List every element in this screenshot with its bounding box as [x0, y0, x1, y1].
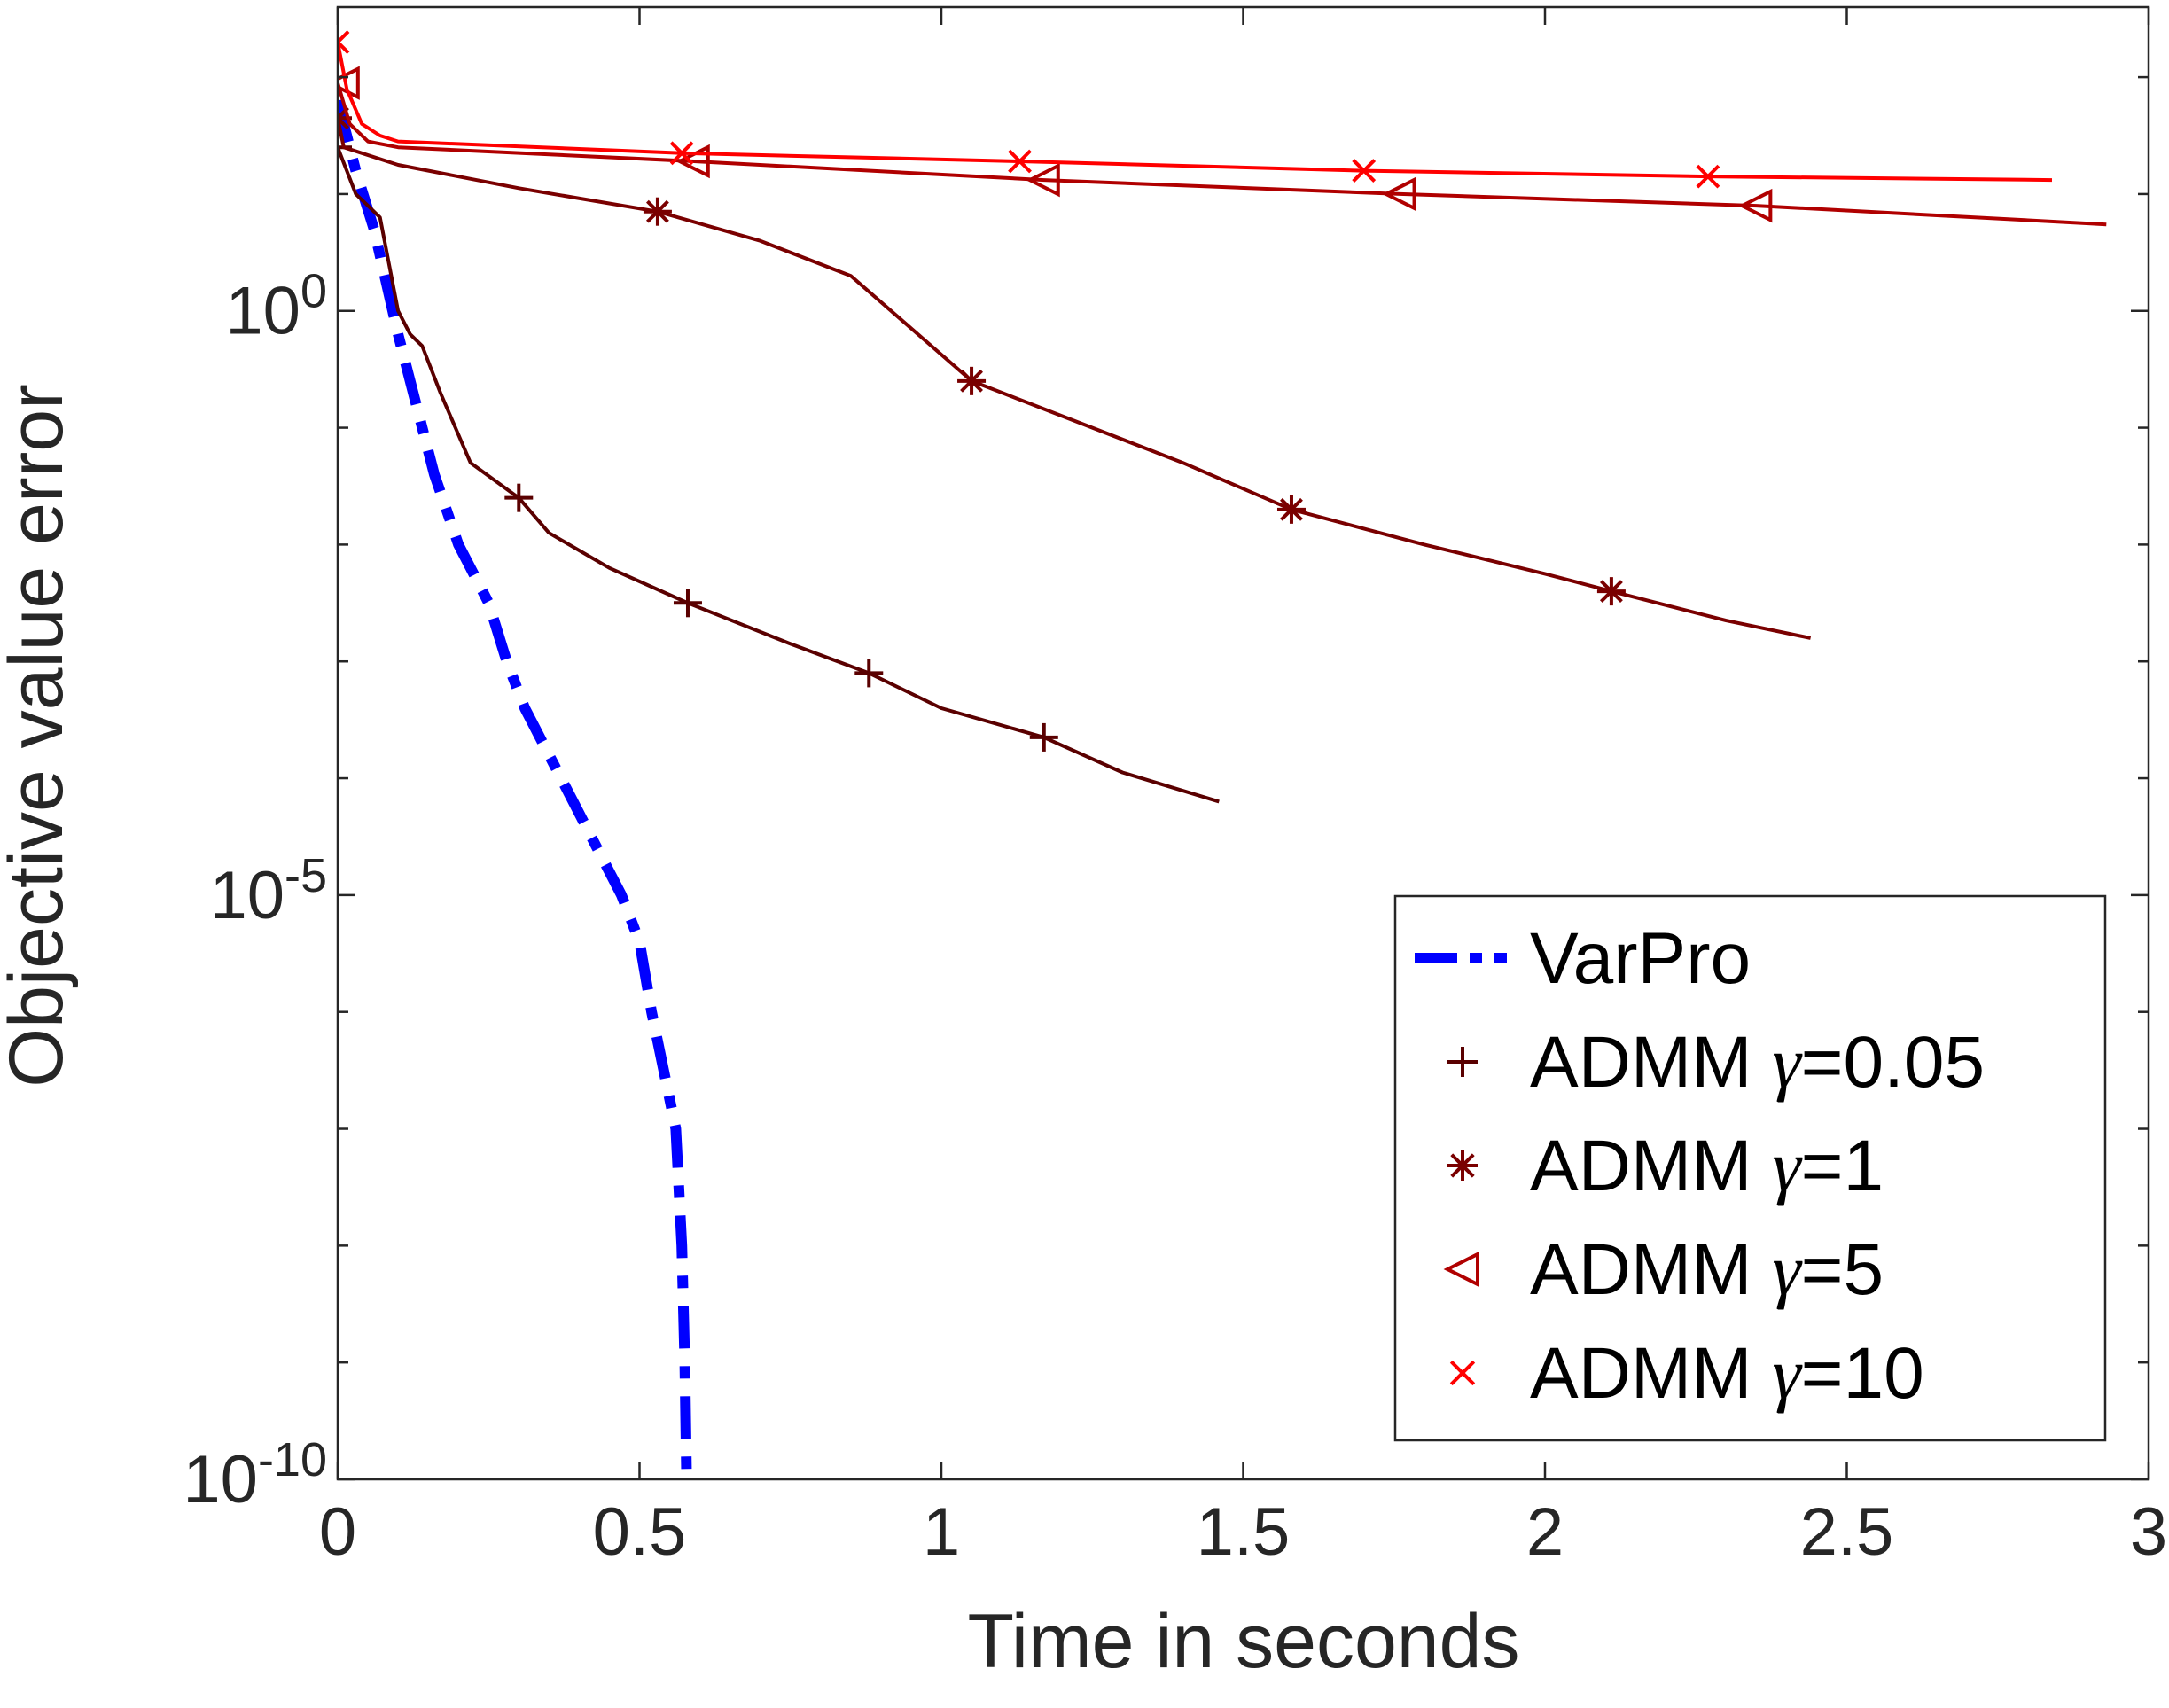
data-point-x	[338, 30, 350, 54]
x-tick-label: 0	[319, 1494, 356, 1570]
legend: VarPro ADMM γ=0.05 ADMM γ=1 ADMM γ=5 ADMM γ=…	[1393, 894, 2107, 1442]
data-point-plus	[504, 483, 534, 512]
y-tick-label: 10-5	[209, 849, 327, 933]
legend-item: ADMM γ=1	[1447, 1126, 1884, 1206]
x-tick-label: 3	[2130, 1494, 2167, 1570]
data-point-triangle-left	[1026, 162, 1060, 198]
legend-item: ADMM γ=5	[1443, 1229, 1884, 1310]
series-4	[338, 30, 2053, 189]
legend-item: ADMM γ=0.05	[1447, 1022, 1985, 1103]
data-point-asterisk	[1447, 1150, 1478, 1181]
data-point-x	[669, 141, 694, 166]
data-point-plus	[673, 589, 702, 618]
legend-label: ADMM γ=1	[1530, 1126, 1884, 1206]
x-tick-label: 0.5	[593, 1494, 687, 1570]
data-point-x	[1008, 149, 1032, 174]
legend-label: ADMM γ=5	[1530, 1229, 1884, 1310]
legend-box	[1393, 894, 2107, 1442]
data-point-plus	[1447, 1047, 1478, 1077]
legend-label: ADMM γ=0.05	[1530, 1022, 1985, 1103]
data-point-asterisk	[1276, 495, 1306, 524]
data-point-asterisk	[1596, 577, 1626, 606]
y-tick-label: 10-10	[183, 1433, 327, 1517]
x-axis-title: Time in seconds	[968, 1599, 1520, 1684]
data-point-triangle-left	[1443, 1251, 1479, 1288]
data-point-plus	[1029, 722, 1058, 752]
data-point-triangle-left	[1737, 188, 1773, 223]
data-point-triangle-left	[1382, 176, 1416, 212]
legend-label: VarPro	[1530, 918, 1751, 999]
data-point-asterisk	[643, 197, 672, 226]
y-axis-title: Objective value error	[0, 384, 79, 1087]
legend-label: ADMM γ=10	[1530, 1333, 1924, 1414]
data-point-x	[1449, 1360, 1476, 1386]
x-tick-label: 1	[923, 1494, 960, 1570]
series-layer	[338, 30, 2107, 1479]
data-point-asterisk	[957, 366, 987, 395]
series-1	[338, 133, 1220, 804]
x-tick-label: 2	[1526, 1494, 1564, 1570]
data-point-plus	[854, 659, 884, 688]
legend-item: VarPro	[1415, 918, 1751, 999]
x-tick-label: 2.5	[1800, 1494, 1894, 1570]
axes-layer: 0 0.5 1 1.5 2 2.5 3 100 10-5 10-10	[183, 5, 2167, 1570]
y-tick-label: 100	[225, 265, 327, 349]
series-line	[338, 42, 2053, 183]
series-line	[338, 117, 1812, 640]
legend-item: ADMM γ=10	[1449, 1333, 1924, 1414]
data-point-x	[1696, 164, 1720, 189]
series-line	[338, 82, 2107, 227]
data-point-x	[1352, 159, 1377, 183]
x-tick-label: 1.5	[1197, 1494, 1291, 1570]
